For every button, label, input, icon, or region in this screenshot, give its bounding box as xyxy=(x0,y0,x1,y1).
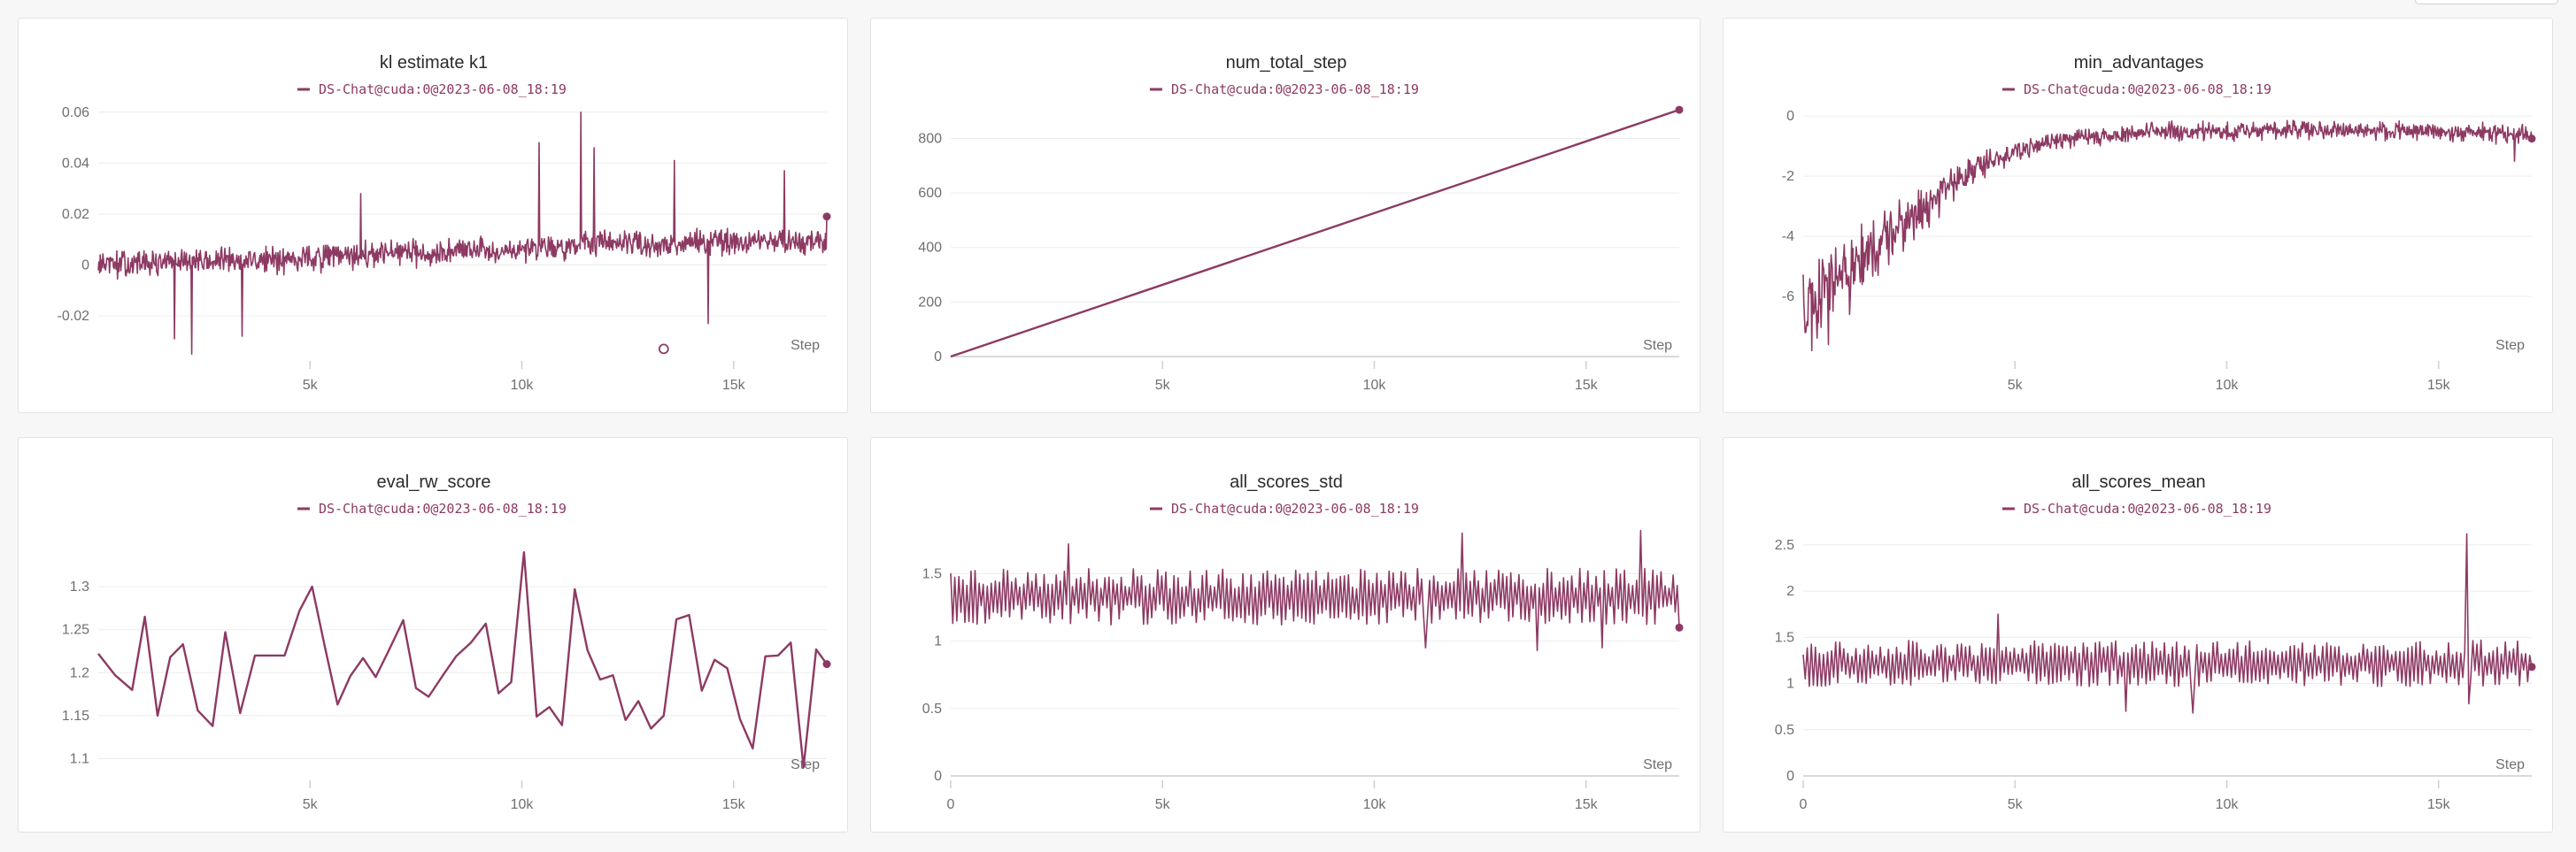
y-tick-label: 0 xyxy=(934,349,942,365)
x-tick-label: 10k xyxy=(511,797,535,812)
series-line[interactable] xyxy=(950,108,1680,358)
x-tick-label: 5k xyxy=(303,378,319,393)
x-tick-label: 5k xyxy=(2008,797,2024,812)
x-axis-label: Step xyxy=(791,338,820,353)
x-axis-label: Step xyxy=(2495,338,2525,353)
chart-title: min_advantages xyxy=(2074,53,2204,73)
legend-entry[interactable]: DS-Chat@cuda:0@2023-06-08_18:19 xyxy=(1149,501,1419,517)
chart-svg: kl estimate k1 DS-Chat@cuda:0@2023-06-08_… xyxy=(58,53,831,393)
legend-entry[interactable]: DS-Chat@cuda:0@2023-06-08_18:19 xyxy=(297,501,567,517)
y-tick-label: 0.06 xyxy=(62,105,89,120)
y-tick-label: 0.5 xyxy=(1775,723,1794,738)
x-tick-label: 15k xyxy=(2427,378,2451,393)
series-end-point xyxy=(1675,623,1684,632)
y-tick-label: 2 xyxy=(1786,584,1794,599)
y-tick-label: 1 xyxy=(1786,677,1794,692)
chart-svg: num_total_step DS-Chat@cuda:0@2023-06-08_… xyxy=(918,53,1684,393)
x-tick-label: 5k xyxy=(2008,378,2024,393)
x-axis-label: Step xyxy=(1643,338,1672,353)
legend-entry[interactable]: DS-Chat@cuda:0@2023-06-08_18:19 xyxy=(2001,81,2271,97)
x-tick-label: 10k xyxy=(1363,797,1387,812)
legend-label: DS-Chat@cuda:0@2023-06-08_18:19 xyxy=(319,81,567,97)
series-line[interactable] xyxy=(1802,533,2533,714)
x-tick-label: 10k xyxy=(2216,378,2240,393)
y-tick-label: 0.5 xyxy=(922,702,942,717)
chart-svg: all_scores_std DS-Chat@cuda:0@2023-06-08_… xyxy=(922,472,1684,812)
y-tick-label: -4 xyxy=(1782,229,1794,244)
x-tick-label: 15k xyxy=(722,797,746,812)
x-tick-label: 0 xyxy=(947,797,955,812)
chart-panel-kl-estimate-k1[interactable]: kl estimate k1 DS-Chat@cuda:0@2023-06-08_… xyxy=(18,18,848,413)
legend-label: DS-Chat@cuda:0@2023-06-08_18:19 xyxy=(2024,501,2271,517)
x-axis-label: Step xyxy=(791,757,820,772)
y-tick-label: 1.2 xyxy=(70,665,89,680)
chart-panel-all-scores-mean[interactable]: all_scores_mean DS-Chat@cuda:0@2023-06-08… xyxy=(1723,437,2553,833)
chart-panel-all-scores-std[interactable]: all_scores_std DS-Chat@cuda:0@2023-06-08_… xyxy=(870,437,1701,833)
chart-panel-eval-rw-score[interactable]: eval_rw_score DS-Chat@cuda:0@2023-06-08_1… xyxy=(18,437,848,833)
y-tick-label: 0.04 xyxy=(62,156,89,171)
chart-title: num_total_step xyxy=(1226,53,1347,73)
chart-title: kl estimate k1 xyxy=(380,53,488,73)
y-tick-label: 0.02 xyxy=(62,207,89,222)
x-tick-label: 15k xyxy=(722,378,746,393)
y-tick-label: 0 xyxy=(1786,769,1794,784)
x-axis-label: Step xyxy=(2495,757,2525,772)
x-axis-label: Step xyxy=(1643,757,1672,772)
y-tick-label: 1.1 xyxy=(70,752,89,767)
y-tick-label: 1.25 xyxy=(62,623,89,638)
chart-svg: all_scores_mean DS-Chat@cuda:0@2023-06-08… xyxy=(1775,472,2536,812)
y-tick-label: 1 xyxy=(934,634,942,649)
legend-label: DS-Chat@cuda:0@2023-06-08_18:19 xyxy=(2024,81,2271,97)
y-tick-label: 1.3 xyxy=(70,580,89,595)
chart-svg: eval_rw_score DS-Chat@cuda:0@2023-06-08_1… xyxy=(62,472,831,812)
y-tick-label: -0.02 xyxy=(58,309,90,324)
x-tick-label: 10k xyxy=(511,378,535,393)
series-line[interactable] xyxy=(950,529,1680,651)
x-tick-label: 0 xyxy=(1800,797,1808,812)
y-tick-label: 1.5 xyxy=(1775,630,1794,645)
series-line[interactable] xyxy=(97,111,828,355)
x-tick-label: 5k xyxy=(303,797,319,812)
x-tick-label: 15k xyxy=(1575,378,1599,393)
y-tick-label: 600 xyxy=(918,186,942,201)
series-line[interactable] xyxy=(1802,119,2533,351)
hover-point-marker xyxy=(658,343,669,355)
x-tick-label: 5k xyxy=(1155,378,1171,393)
x-tick-label: 10k xyxy=(2216,797,2240,812)
chart-title: all_scores_mean xyxy=(2071,472,2205,492)
series-line[interactable] xyxy=(97,551,828,769)
series-end-point xyxy=(2527,663,2536,672)
x-tick-label: 10k xyxy=(1363,378,1387,393)
y-tick-label: 1.15 xyxy=(62,709,89,724)
y-tick-label: 800 xyxy=(918,131,942,146)
x-tick-label: 15k xyxy=(1575,797,1599,812)
series-end-point xyxy=(822,660,831,669)
chart-panel-num-total-step[interactable]: num_total_step DS-Chat@cuda:0@2023-06-08_… xyxy=(870,18,1701,413)
y-tick-label: 200 xyxy=(918,295,942,310)
legend-label: DS-Chat@cuda:0@2023-06-08_18:19 xyxy=(1171,81,1419,97)
chart-svg: min_advantages DS-Chat@cuda:0@2023-06-08_… xyxy=(1782,53,2536,393)
series-end-point xyxy=(2527,134,2536,143)
y-tick-label: 1.5 xyxy=(922,566,942,581)
y-tick-label: -2 xyxy=(1782,169,1794,184)
series-end-point xyxy=(822,212,831,221)
x-tick-label: 15k xyxy=(2427,797,2451,812)
y-tick-label: 0 xyxy=(1786,109,1794,124)
legend-entry[interactable]: DS-Chat@cuda:0@2023-06-08_18:19 xyxy=(1149,81,1419,97)
legend-label: DS-Chat@cuda:0@2023-06-08_18:19 xyxy=(319,501,567,517)
x-tick-label: 5k xyxy=(1155,797,1171,812)
y-tick-label: 400 xyxy=(918,241,942,256)
legend-entry[interactable]: DS-Chat@cuda:0@2023-06-08_18:19 xyxy=(2001,501,2271,517)
panel-options-button[interactable] xyxy=(2415,0,2558,4)
chart-panel-min-advantages[interactable]: min_advantages DS-Chat@cuda:0@2023-06-08_… xyxy=(1723,18,2553,413)
series-end-point xyxy=(1675,105,1684,114)
legend-label: DS-Chat@cuda:0@2023-06-08_18:19 xyxy=(1171,501,1419,517)
y-tick-label: 0 xyxy=(81,257,89,272)
legend-entry[interactable]: DS-Chat@cuda:0@2023-06-08_18:19 xyxy=(297,81,567,97)
y-tick-label: -6 xyxy=(1782,289,1794,304)
chart-title: eval_rw_score xyxy=(377,472,491,492)
chart-title: all_scores_std xyxy=(1230,472,1343,492)
y-tick-label: 2.5 xyxy=(1775,538,1794,553)
y-tick-label: 0 xyxy=(934,769,942,784)
